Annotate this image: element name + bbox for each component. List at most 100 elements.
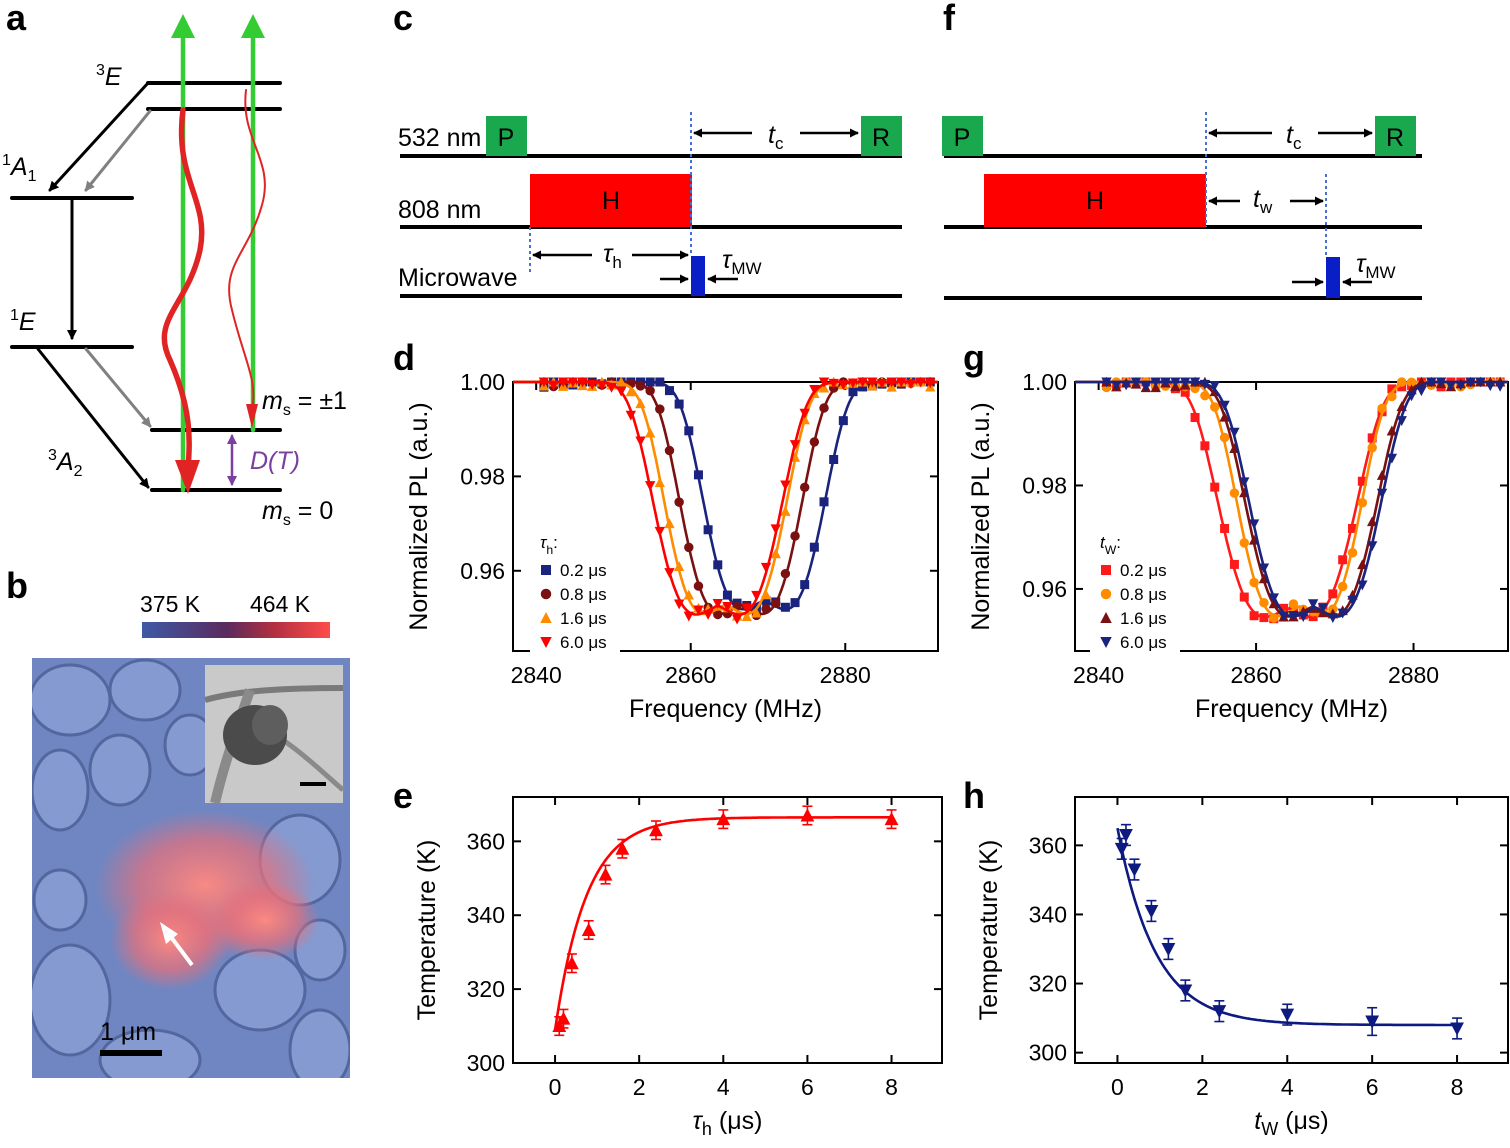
row-label-532: 532 nm <box>398 124 481 152</box>
x-tick-label: 6 <box>1366 1074 1379 1100</box>
pulse-MW <box>691 256 705 296</box>
data-point <box>876 379 888 389</box>
x-tick-label: 2880 <box>1388 662 1439 688</box>
data-point <box>1101 377 1112 388</box>
data-point <box>598 867 613 881</box>
legend-bg <box>530 560 620 582</box>
temperature-chart-h: 0 2 4 6 8 300 320 340 360 tW (μs) Temperature (K) <box>975 796 1509 1139</box>
data-point <box>635 398 646 409</box>
data-point <box>655 377 665 387</box>
data-point <box>722 590 732 600</box>
data-point <box>1396 377 1407 387</box>
data-point <box>673 599 685 610</box>
data-point <box>1337 608 1348 619</box>
data-point <box>713 609 723 620</box>
data-point <box>1494 381 1506 392</box>
data-point <box>809 385 820 395</box>
panel-label-b: b <box>6 565 28 606</box>
legend-marker <box>540 588 552 600</box>
data-point <box>1150 377 1161 388</box>
pulse-R-f <box>1375 116 1416 156</box>
data-point <box>1161 943 1176 957</box>
isc-arrow-black <box>48 81 150 192</box>
data-point <box>761 604 771 614</box>
data-point <box>1170 377 1181 388</box>
data-point <box>780 568 791 579</box>
data-point <box>674 399 684 409</box>
data-point <box>596 380 608 391</box>
data-point <box>799 482 810 493</box>
data-point <box>828 378 839 389</box>
x-tick-label: 2 <box>1196 1074 1209 1100</box>
data-point <box>905 379 917 390</box>
data-point <box>587 379 598 390</box>
panel-label-e: e <box>393 775 413 816</box>
data-point <box>1357 476 1367 486</box>
data-point <box>1209 380 1220 391</box>
legend-marker <box>1100 588 1112 600</box>
data-point <box>1189 377 1201 388</box>
data-point <box>896 377 907 388</box>
data-point <box>564 956 579 970</box>
panel-label-h: h <box>963 775 985 816</box>
data-point <box>751 607 762 618</box>
legend-label: 0.8 μs <box>560 585 607 604</box>
legend-bg <box>1090 560 1180 582</box>
data-point <box>847 378 859 389</box>
x-axis-label: tW (μs) <box>1254 1107 1328 1139</box>
data-point <box>780 505 791 516</box>
data-point <box>649 823 663 837</box>
x-axis-label: Frequency (MHz) <box>1195 695 1388 723</box>
y-tick-label: 340 <box>467 902 505 928</box>
data-point <box>1180 377 1191 388</box>
data-point <box>770 524 781 535</box>
data-point <box>1337 581 1348 592</box>
pulse-P <box>486 116 527 156</box>
data-point <box>1229 559 1239 569</box>
data-point <box>713 560 723 570</box>
data-point <box>1268 593 1279 604</box>
data-point <box>809 542 819 552</box>
data-point <box>819 497 829 507</box>
panel-label-c: c <box>393 0 413 38</box>
tc-label-f: tc <box>1286 121 1302 153</box>
data-point <box>722 602 733 612</box>
data-point <box>1328 589 1338 599</box>
panel-label-f: f <box>943 0 956 38</box>
data-point <box>654 526 665 537</box>
legend-marker <box>1100 637 1112 648</box>
y-tick-label: 320 <box>467 976 505 1002</box>
data-point <box>1239 477 1250 488</box>
data-point <box>848 387 858 397</box>
data-point <box>1317 603 1329 614</box>
label-DT: D(T) <box>250 447 300 475</box>
data-point <box>1120 380 1132 391</box>
data-point <box>780 602 790 612</box>
data-point <box>1347 548 1358 558</box>
data-point <box>867 377 878 388</box>
data-point <box>1144 905 1159 919</box>
plot-frame <box>512 796 943 1064</box>
x-tick-label: 2 <box>633 1074 646 1100</box>
plot-frame <box>1074 796 1509 1064</box>
pulse-H-f <box>984 174 1206 227</box>
data-point <box>625 386 637 397</box>
legend-title: τh: <box>540 533 558 557</box>
label-3E: 3E <box>96 62 122 91</box>
data-point <box>1376 469 1388 480</box>
data-point <box>673 561 685 572</box>
data-point <box>552 1018 567 1033</box>
data-point <box>1219 432 1230 443</box>
data-point <box>884 811 899 826</box>
data-point <box>741 611 752 621</box>
panel-label-a: a <box>6 0 27 38</box>
label-ms-0: ms = 0 <box>262 497 333 529</box>
legend-label: 0.2 μs <box>560 561 607 580</box>
data-point <box>1259 598 1269 608</box>
data-point <box>1406 377 1417 387</box>
data-point <box>761 596 771 606</box>
data-point <box>790 531 800 541</box>
data-point <box>1357 497 1368 508</box>
y-tick-label: 1.00 <box>1022 369 1067 395</box>
red-emission-thin <box>228 89 266 411</box>
